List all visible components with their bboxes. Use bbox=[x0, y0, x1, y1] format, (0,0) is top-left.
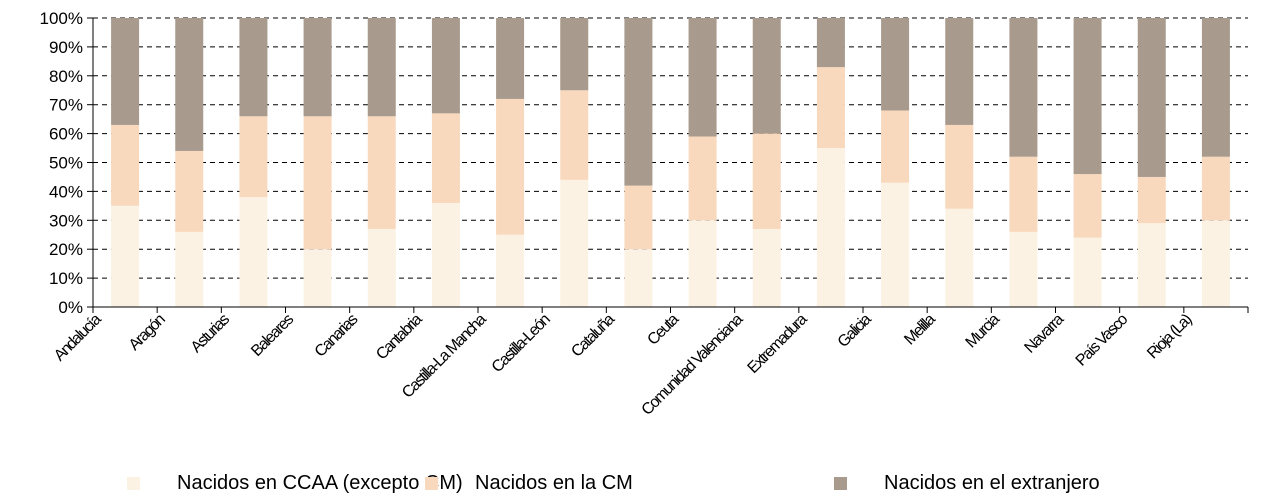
axes bbox=[87, 17, 1249, 313]
category-label: Castilla-León bbox=[489, 311, 554, 376]
bar-segment bbox=[1201, 18, 1230, 157]
y-tick-label: 90% bbox=[49, 38, 83, 57]
y-tick-label: 70% bbox=[49, 96, 83, 115]
legend-label: Nacidos en CCAA (excepto CM) bbox=[177, 472, 463, 494]
bar-segment bbox=[945, 124, 974, 209]
bar-segment bbox=[175, 231, 204, 307]
bar-segment bbox=[881, 110, 910, 183]
bar-segment bbox=[560, 18, 589, 91]
bar-segment bbox=[239, 116, 268, 198]
category-label: Canarias bbox=[312, 311, 362, 361]
y-tick-label: 50% bbox=[49, 154, 83, 173]
bar-segment bbox=[816, 67, 845, 149]
bar-segment bbox=[881, 18, 910, 111]
bar-segment bbox=[624, 18, 653, 186]
bar-segment bbox=[431, 113, 460, 203]
bar-segment bbox=[1009, 18, 1038, 157]
category-label: Melilla bbox=[901, 311, 939, 349]
bar-segment bbox=[1073, 174, 1102, 238]
bar-segment bbox=[303, 116, 332, 250]
y-tick-label: 100% bbox=[40, 9, 83, 28]
bar-segment bbox=[688, 220, 717, 307]
gridlines bbox=[93, 17, 1248, 279]
bar-segment bbox=[303, 249, 332, 307]
y-tick-label: 10% bbox=[49, 269, 83, 288]
y-tick-label: 30% bbox=[49, 211, 83, 230]
bar-segment bbox=[1073, 18, 1102, 175]
bar-segment bbox=[816, 18, 845, 68]
bar-segment bbox=[175, 150, 204, 232]
category-label: Navarra bbox=[1021, 311, 1067, 357]
y-tick-label: 60% bbox=[49, 125, 83, 144]
legend-swatch bbox=[834, 477, 847, 490]
category-label: Rioja (La) bbox=[1144, 311, 1195, 362]
y-tick-label: 20% bbox=[49, 240, 83, 259]
category-labels: Andalucía Aragón Asturias Baleares Canarias C… bbox=[51, 311, 1195, 419]
category-label: Ceuta bbox=[644, 311, 682, 349]
bar-segment bbox=[945, 208, 974, 307]
bar-segment bbox=[624, 185, 653, 250]
bar-segment bbox=[367, 228, 396, 307]
category-label: País Vasco bbox=[1073, 311, 1132, 370]
bar-segment bbox=[1073, 237, 1102, 307]
bar-segment bbox=[431, 202, 460, 307]
bar-segment bbox=[1201, 156, 1230, 221]
bar-segment bbox=[175, 18, 204, 151]
bar-segment bbox=[367, 116, 396, 229]
bar-segment bbox=[881, 182, 910, 307]
bar-segment bbox=[945, 18, 974, 125]
y-tick-labels: 0% 10% 20% 30% 40% 50% 60% 70% 80% 90% 100% bbox=[40, 9, 83, 317]
legend-swatch bbox=[425, 477, 438, 490]
y-tick-label: 80% bbox=[49, 67, 83, 86]
bar-segment bbox=[367, 18, 396, 117]
category-label: Baleares bbox=[248, 311, 297, 360]
bar-segment bbox=[239, 197, 268, 307]
category-label: Asturias bbox=[188, 311, 233, 356]
bar-segment bbox=[496, 234, 525, 307]
bar-segment bbox=[1137, 18, 1166, 177]
bar-segment bbox=[111, 205, 140, 307]
bar-segment bbox=[111, 18, 140, 125]
bar-segment bbox=[688, 18, 717, 137]
y-tick-label: 0% bbox=[58, 298, 83, 317]
bar-segment bbox=[303, 18, 332, 117]
bar-segment bbox=[1137, 176, 1166, 224]
bar-segment bbox=[239, 18, 268, 117]
category-label: Andalucía bbox=[51, 311, 105, 365]
bar-segment bbox=[624, 249, 653, 307]
bar-segment bbox=[752, 228, 781, 307]
bar-segment bbox=[431, 18, 460, 114]
category-label: Cataluña bbox=[568, 311, 618, 361]
category-label: Extremadura bbox=[745, 311, 811, 377]
category-label: Cantabria bbox=[373, 311, 426, 364]
category-label: Galicia bbox=[835, 311, 875, 351]
category-label: Aragón bbox=[126, 311, 169, 354]
bar-segment bbox=[1137, 223, 1166, 307]
bar-segment bbox=[1201, 220, 1230, 307]
y-tick-label: 40% bbox=[49, 182, 83, 201]
legend-swatch bbox=[127, 477, 140, 490]
bar-segment bbox=[688, 136, 717, 221]
category-label: Murcia bbox=[963, 311, 1004, 352]
bar-segment bbox=[1009, 156, 1038, 232]
bar-segment bbox=[111, 124, 140, 206]
bar-segment bbox=[816, 148, 845, 307]
bar-segment bbox=[496, 18, 525, 99]
legend-label: Nacidos en el extranjero bbox=[884, 472, 1100, 494]
legend-label: Nacidos en la CM bbox=[475, 472, 633, 494]
bar-segment bbox=[496, 98, 525, 235]
bars bbox=[111, 18, 1230, 307]
bar-segment bbox=[752, 18, 781, 134]
bar-segment bbox=[560, 179, 589, 307]
bar-segment bbox=[752, 133, 781, 229]
bar-segment bbox=[1009, 231, 1038, 307]
legend: Nacidos en CCAA (excepto CM) Nacidos en l… bbox=[127, 472, 1100, 494]
bar-segment bbox=[560, 90, 589, 180]
